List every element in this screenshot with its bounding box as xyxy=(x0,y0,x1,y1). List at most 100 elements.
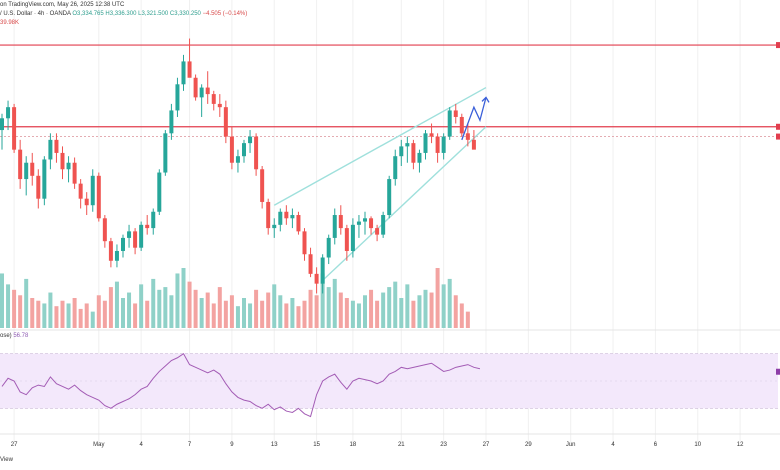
ohlc-h-value: 3,336.300 xyxy=(109,11,137,17)
volume-bar xyxy=(363,295,367,328)
volume-bar xyxy=(320,273,325,328)
x-tick-label: 4 xyxy=(139,442,143,448)
volume-bar xyxy=(381,292,386,328)
volume-bar xyxy=(175,273,180,328)
volume-bar xyxy=(36,300,41,328)
candle-body xyxy=(72,162,77,184)
candle-body xyxy=(48,139,53,160)
candle-body xyxy=(199,87,204,98)
volume-bar xyxy=(229,295,234,328)
volume-bar xyxy=(344,298,349,328)
volume-bar xyxy=(96,295,101,328)
candle-body xyxy=(453,110,458,117)
volume-bar xyxy=(332,278,337,328)
x-tick-label: 4 xyxy=(611,442,615,448)
candle-body xyxy=(121,237,125,251)
candle-body xyxy=(139,224,144,248)
candle-body xyxy=(102,218,107,242)
candle-body xyxy=(54,139,59,153)
candle-body xyxy=(308,254,313,274)
candle-body xyxy=(78,183,83,199)
candle-body xyxy=(193,77,198,98)
channel-lower-line xyxy=(322,126,487,281)
volume-bar xyxy=(235,306,240,328)
candle-body xyxy=(356,221,361,225)
volume-bar xyxy=(369,289,374,328)
candle-body xyxy=(12,107,17,150)
candle-body xyxy=(369,218,374,229)
x-tick-label: 10 xyxy=(694,442,701,448)
candle-body xyxy=(205,87,210,95)
volume-bar xyxy=(314,295,319,328)
candle-body xyxy=(326,237,331,258)
volume-bar xyxy=(205,292,210,328)
volume-bar xyxy=(102,300,107,328)
volume-bar xyxy=(272,284,277,328)
x-tick-label: 13 xyxy=(271,442,278,448)
price-marker xyxy=(776,42,780,49)
volume-bar xyxy=(338,292,343,328)
candle-body xyxy=(211,94,216,104)
candle-body xyxy=(90,175,95,206)
volume-bar xyxy=(465,311,470,328)
x-tick-label: 21 xyxy=(398,442,405,448)
candle-body xyxy=(242,143,246,157)
candle-body xyxy=(278,211,283,225)
volume-bar xyxy=(290,298,295,328)
price-marker xyxy=(776,123,780,130)
price-change: −4.505 (−0.14%) xyxy=(202,11,248,17)
volume-bar xyxy=(127,292,132,328)
candle-body xyxy=(344,228,349,251)
price-marker xyxy=(776,133,780,140)
volume-bar xyxy=(350,300,355,328)
volume-bar xyxy=(459,303,464,328)
volume-bar xyxy=(356,303,361,328)
candle-body xyxy=(145,224,150,229)
volume-bar xyxy=(133,303,138,328)
candle-body xyxy=(60,152,65,170)
candle-body xyxy=(175,84,180,111)
ohlc-l-key: L xyxy=(138,11,142,17)
symbol-line: / U.S. Dollar · 4h · OANDA O3,334.765 H3… xyxy=(0,11,247,17)
volume-bar xyxy=(139,284,144,328)
volume-bar xyxy=(423,289,428,328)
candle-body xyxy=(320,257,325,284)
candle-body xyxy=(423,133,428,153)
candle-body xyxy=(133,231,138,248)
candle-body xyxy=(471,139,476,150)
candle-body xyxy=(399,146,404,157)
volume-bar xyxy=(248,303,253,328)
tradingview-watermark: View xyxy=(0,457,13,463)
volume-bar xyxy=(6,284,11,328)
volume-bar xyxy=(66,303,71,328)
x-tick-label: 15 xyxy=(313,442,320,448)
volume-bar xyxy=(145,300,150,328)
candle-body xyxy=(381,215,386,235)
ohlc-o-key: O xyxy=(72,11,78,17)
candle-body xyxy=(296,215,301,232)
volume-bar xyxy=(326,287,331,328)
volume-bar xyxy=(193,289,198,328)
volume-bar xyxy=(296,306,301,328)
volume-bar xyxy=(157,289,162,328)
candle-body xyxy=(187,61,192,78)
chart-source: on TradingView.com, May 26, 2025 12:38 U… xyxy=(0,2,124,8)
volume-bar xyxy=(399,298,404,328)
volume-bar xyxy=(217,287,222,328)
candle-body xyxy=(157,172,162,212)
channel-upper-line xyxy=(273,86,487,206)
x-tick-label: 23 xyxy=(440,442,447,448)
ohlc-o-value: 3,334.765 xyxy=(77,11,104,17)
candle-body xyxy=(181,61,186,85)
volume-bar xyxy=(12,289,17,328)
volume-bar xyxy=(48,292,53,328)
rsi-value: 56.78 xyxy=(13,333,29,339)
ohlc-l-value: 3,321.500 xyxy=(141,11,169,17)
volume-bar xyxy=(24,278,29,328)
volume-bar xyxy=(90,311,95,328)
candle-body xyxy=(441,136,446,153)
volume-bar xyxy=(18,295,23,328)
volume-bar xyxy=(211,303,216,328)
volume-bar xyxy=(405,284,410,328)
